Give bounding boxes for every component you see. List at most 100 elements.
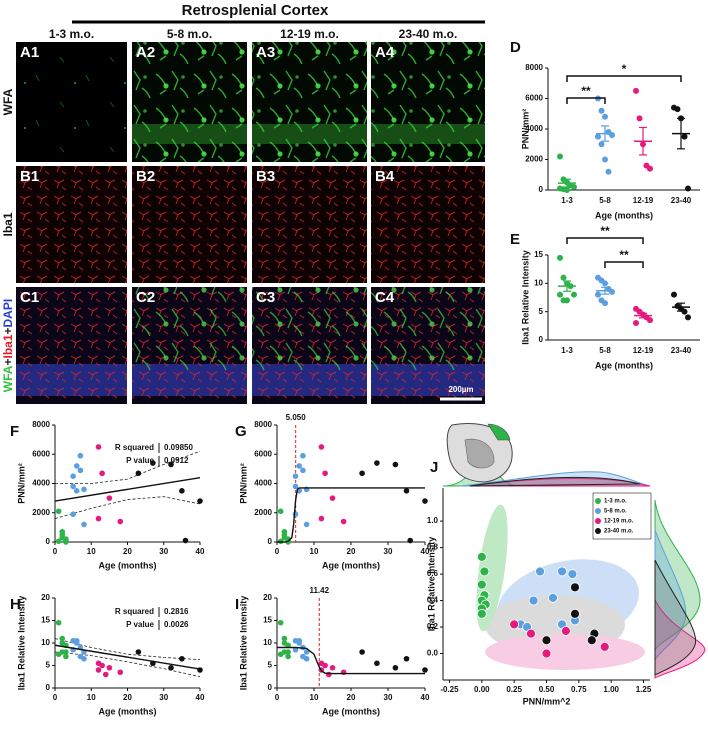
data-point (281, 531, 288, 538)
right-marginal (654, 499, 706, 679)
marginal-curve (654, 599, 706, 679)
data-point (303, 655, 310, 662)
data-point (476, 608, 487, 619)
threshold-label: 5.050 (286, 413, 307, 422)
fit-line (54, 644, 201, 670)
data-point (392, 461, 399, 468)
x-tick-label: 30 (384, 693, 393, 702)
data-point (81, 655, 87, 662)
stat-value: 0.2816 (164, 607, 189, 616)
x-tick-label: 5-8 (599, 196, 611, 205)
y-tick-label: 0 (539, 335, 544, 344)
data-point (509, 619, 520, 630)
data-point (595, 133, 601, 140)
data-point (150, 460, 156, 466)
x-tick-label: 10 (87, 693, 96, 702)
x-tick-label: 0.25 (506, 685, 522, 694)
data-point (106, 664, 113, 671)
data-point (541, 648, 552, 659)
data-point (55, 538, 62, 545)
data-point (407, 537, 414, 544)
image-panel-label: B2 (136, 168, 155, 185)
image-panel-label: A3 (256, 44, 275, 61)
data-point (602, 300, 608, 307)
data-point (422, 667, 428, 673)
stat-label: R squared (115, 443, 154, 452)
legend-marker (595, 528, 601, 534)
data-point (300, 452, 306, 459)
data-point (359, 470, 365, 477)
data-point (535, 566, 545, 577)
x-tick-label: 40 (196, 547, 205, 556)
data-point (179, 655, 185, 662)
micrograph (16, 287, 127, 404)
legend-marker (595, 508, 601, 514)
data-point (322, 470, 328, 477)
data-point (70, 483, 76, 490)
y-tick-label: 20 (263, 593, 272, 602)
y-axis-label: Iba1 Relative Intensity (426, 537, 436, 632)
data-point (479, 566, 490, 577)
data-point (296, 463, 303, 469)
x-axis-label: Age (months) (595, 210, 653, 220)
data-point (292, 473, 299, 479)
y-tick-label: 2000 (254, 508, 272, 517)
y-tick-label: 6000 (32, 449, 50, 458)
y-tick-label: 0 (268, 537, 273, 546)
data-point (99, 470, 105, 477)
data-point (595, 291, 601, 298)
data-point (168, 664, 174, 671)
y-tick-label: 15 (534, 250, 543, 259)
data-point (636, 115, 643, 122)
data-point (63, 653, 69, 660)
data-point (374, 460, 380, 466)
data-point (106, 495, 113, 501)
stat-value: 0.0912 (164, 456, 189, 465)
data-point (55, 508, 62, 515)
data-point (81, 521, 87, 528)
data-point (63, 539, 69, 545)
data-point (117, 518, 124, 525)
data-point (605, 168, 612, 175)
image-panel-label: A4 (375, 44, 395, 61)
data-point (318, 515, 325, 522)
data-point (557, 291, 563, 298)
x-tick-label: 12-19 (633, 346, 654, 355)
x-tick-label: 0.00 (474, 685, 490, 694)
y-tick-label: 8000 (525, 63, 543, 72)
micrograph (252, 42, 367, 162)
y-tick-label: 4000 (525, 124, 543, 133)
x-tick-label: 20 (123, 693, 132, 702)
x-tick-label: 20 (347, 693, 356, 702)
data-point (560, 274, 567, 281)
data-point (681, 133, 688, 140)
data-point (281, 635, 288, 642)
data-point (602, 280, 608, 287)
data-point (476, 551, 487, 562)
image-panel-label: A2 (136, 44, 155, 61)
y-axis-label: Iba1 Relative Intensity (16, 596, 26, 691)
data-point (300, 467, 306, 474)
kde-blob (485, 634, 645, 670)
y-tick-label: 4000 (254, 479, 272, 488)
y-tick-label: 8000 (32, 420, 50, 429)
x-tick-label: 0 (53, 693, 58, 702)
panel-letter: H (10, 596, 21, 613)
x-tick-label: 0 (53, 547, 58, 556)
data-point (476, 579, 487, 590)
panel-letter: D (510, 39, 521, 56)
data-point (541, 635, 552, 646)
data-point (571, 183, 577, 190)
data-point (598, 107, 605, 114)
data-point (602, 113, 608, 120)
x-tick-label: -0.25 (440, 685, 459, 694)
legend-box (592, 492, 652, 540)
data-point (55, 651, 62, 658)
data-point (564, 187, 570, 193)
data-point (292, 511, 299, 518)
data-point (277, 619, 284, 626)
confidence-band (55, 450, 201, 484)
data-point (303, 521, 310, 528)
kde-blob (497, 559, 639, 647)
y-axis-label: Iba1 Relative Intensity (520, 250, 530, 345)
